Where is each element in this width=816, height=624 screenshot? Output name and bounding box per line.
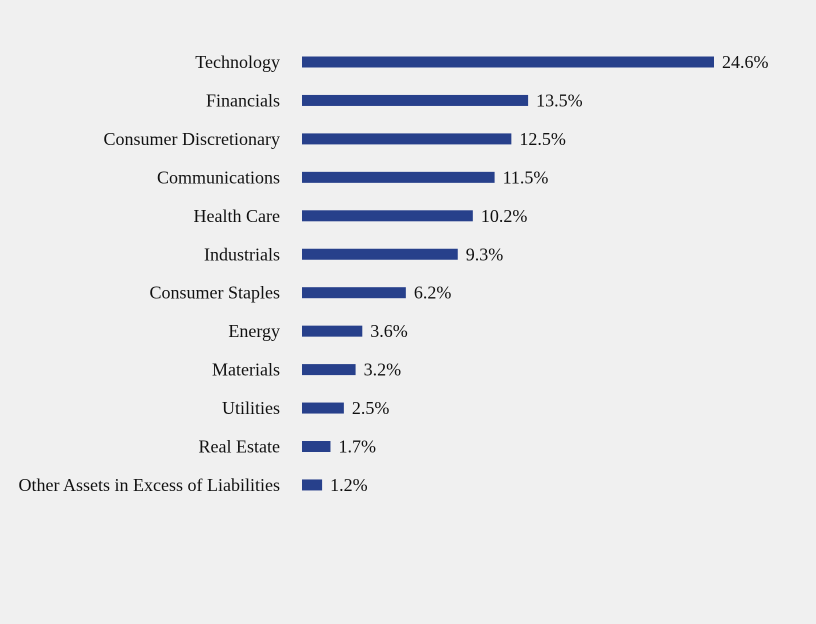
bar-9	[302, 402, 344, 414]
category-label: Health Care	[194, 206, 280, 226]
category-labels-group: Technology Financials Consumer Discretiona…	[19, 52, 280, 495]
value-label: 6.2%	[414, 283, 452, 303]
bar-2	[302, 133, 512, 145]
bar-1	[302, 94, 529, 106]
category-label: Consumer Discretionary	[104, 129, 280, 149]
category-label: Utilities	[222, 398, 280, 418]
value-label: 1.7%	[338, 437, 376, 457]
value-labels-group: 24.6% 13.5% 12.5% 11.5% 10.2% 9.3% 6.2% 3.6% 3.2…	[330, 52, 768, 495]
bar-11	[302, 479, 323, 491]
bar-10	[302, 441, 331, 452]
bar-3	[302, 171, 495, 183]
bar-5	[302, 248, 458, 260]
value-label: 11.5%	[503, 167, 549, 187]
category-label: Technology	[195, 52, 280, 72]
value-label: 1.2%	[330, 475, 368, 495]
value-label: 13.5%	[536, 90, 583, 110]
value-label: 3.6%	[370, 321, 408, 341]
value-label: 3.2%	[364, 360, 402, 380]
category-label: Industrials	[204, 244, 280, 264]
bar-8	[302, 364, 356, 376]
category-label: Real Estate	[199, 437, 280, 457]
bars-group	[302, 56, 714, 491]
bar-4	[302, 210, 473, 222]
category-label: Energy	[228, 321, 280, 341]
value-label: 12.5%	[519, 129, 566, 149]
value-label: 10.2%	[481, 206, 527, 226]
bar-6	[302, 287, 406, 299]
category-label: Other Assets in Excess of Liabilities	[19, 475, 280, 495]
bar-0	[302, 56, 714, 68]
category-label: Materials	[212, 360, 280, 380]
category-label: Communications	[157, 167, 280, 187]
category-label: Financials	[206, 90, 280, 110]
value-label: 9.3%	[466, 244, 504, 264]
value-label: 24.6%	[722, 52, 769, 72]
category-label: Consumer Staples	[150, 283, 281, 303]
bar-7	[302, 325, 363, 337]
value-label: 2.5%	[352, 398, 390, 418]
